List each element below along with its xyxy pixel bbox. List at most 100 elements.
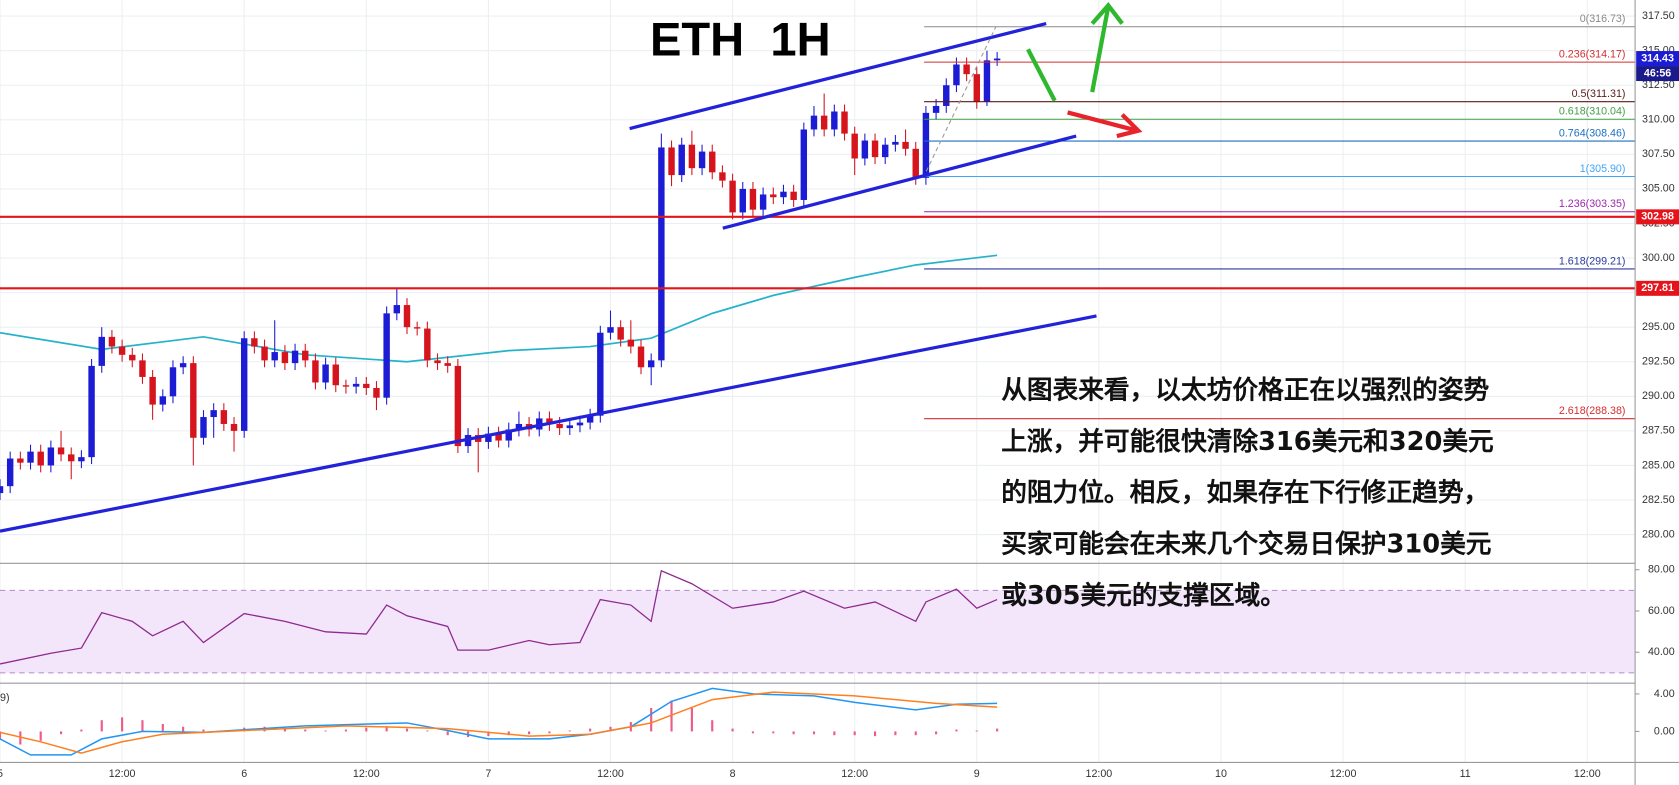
price-tag-label: 302.98 (1641, 211, 1674, 223)
macd-histogram-bar (589, 728, 592, 732)
candle-body (556, 423, 563, 429)
candle-body (98, 336, 105, 366)
macd-histogram-bar (121, 717, 124, 732)
macd-histogram-bar (955, 729, 958, 732)
macd-histogram-bar (202, 729, 205, 732)
fib-level-label: 1.618(299.21) (1559, 255, 1626, 267)
macd-histogram-bar (731, 728, 734, 732)
overlay-layer: 5 12:00 6 12:00 7 12:00 8 12:00 9 12:00 10 12:00 11 1… (0, 13, 1679, 780)
candle-body (831, 111, 838, 130)
macd-histogram-bar (80, 729, 83, 732)
candle-body (943, 85, 950, 106)
candle-body (851, 133, 858, 159)
rsi-band (0, 590, 1636, 673)
y-tick-label: 285.00 (1642, 459, 1675, 471)
chart-title: ETH 1H (650, 12, 831, 65)
last-price-label: 314.43 (1641, 52, 1674, 64)
candle-body (749, 188, 757, 210)
candle-body (932, 105, 940, 113)
candle-body (759, 194, 767, 210)
candle-body (149, 376, 156, 405)
candle-body (983, 60, 991, 102)
price-tag (1636, 209, 1679, 225)
macd-histogram-bar (365, 727, 368, 732)
red-arrow-stroke (1067, 110, 1138, 133)
candle-body (0, 486, 4, 494)
candle-body (27, 451, 34, 463)
macd-histogram-bar (609, 726, 612, 732)
candle-body (373, 388, 380, 398)
candle-body (658, 147, 665, 361)
channel-top-line (629, 22, 1047, 131)
y-tick-label: 287.50 (1642, 425, 1675, 437)
rsi-line (0, 569, 998, 665)
fib-level-label: 1.236(303.35) (1559, 198, 1626, 210)
commentary-line: 从图表来看，以太坊价格正在以强烈的姿势 (1001, 374, 1489, 405)
macd-histogram-bar (568, 730, 571, 732)
annotations (0, 2, 1143, 533)
candle-body (210, 410, 217, 418)
candle-body (220, 410, 228, 424)
y-tick-label: 307.50 (1642, 148, 1675, 160)
macd-histogram-bar (507, 731, 510, 736)
x-tick-label: 12:00 (1086, 768, 1113, 780)
candle-body (424, 328, 431, 361)
candle-body (597, 332, 604, 416)
candle-body (129, 354, 136, 361)
candle-body (841, 111, 848, 134)
candle-body (912, 148, 919, 178)
candle-body (393, 305, 401, 314)
candle-body (770, 194, 777, 198)
macd-histogram-bar (100, 720, 103, 732)
candle-body (57, 447, 65, 455)
fib-level-label: 0(316.73) (1580, 13, 1626, 25)
candle-body (953, 64, 960, 86)
x-tick-label: 12:00 (353, 768, 380, 780)
candle-body (647, 360, 655, 368)
fib-level-label: 0.618(310.04) (1559, 106, 1626, 118)
macd-histogram-bar (19, 731, 22, 745)
fib-level-label: 0.236(314.17) (1559, 48, 1626, 60)
candle-body (719, 172, 726, 181)
candle-body (118, 346, 126, 355)
indicator-label: 9) (0, 692, 10, 704)
candle-body (586, 415, 594, 423)
macd-tick-label: 4.00 (1654, 688, 1675, 700)
candle-body (922, 112, 930, 178)
macd-histogram-bar (141, 720, 144, 732)
macd-histogram-bar (751, 731, 755, 734)
candle-body (6, 458, 14, 487)
candle-body (495, 433, 502, 441)
candle-body (993, 58, 1001, 61)
candle-body (820, 115, 828, 130)
candle-body (271, 352, 278, 361)
candle-body (963, 64, 970, 75)
macd-histogram-bar (996, 728, 999, 732)
x-tick-label: 7 (485, 768, 491, 780)
x-tick-label: 6 (241, 768, 247, 780)
candle-body (607, 327, 614, 333)
macd-histogram-bar (385, 726, 388, 732)
moving-average-line (0, 254, 998, 363)
macd-histogram-bar (833, 731, 836, 736)
y-tick-label: 282.50 (1642, 494, 1675, 506)
macd-histogram-bar (690, 708, 693, 732)
y-tick-label: 290.00 (1642, 390, 1675, 402)
rsi-tick-label: 80.00 (1648, 564, 1675, 576)
candle-body (179, 363, 187, 368)
x-tick-label: 12:00 (841, 768, 868, 780)
macd-line (0, 687, 998, 756)
candle-body (576, 422, 584, 426)
x-tick-label: 11 (1460, 768, 1471, 780)
macd-histogram-bar (650, 708, 653, 732)
fib-level-label: 0.764(308.46) (1559, 127, 1626, 139)
candle-body (973, 74, 980, 102)
channel-bottom-line (722, 134, 1077, 230)
candle-body (668, 147, 675, 176)
green-arrow-stroke (1090, 6, 1111, 93)
candle-body (322, 364, 329, 383)
candle-body (261, 346, 268, 361)
y-tick-label: 292.50 (1642, 356, 1675, 368)
candle-body (709, 151, 716, 173)
